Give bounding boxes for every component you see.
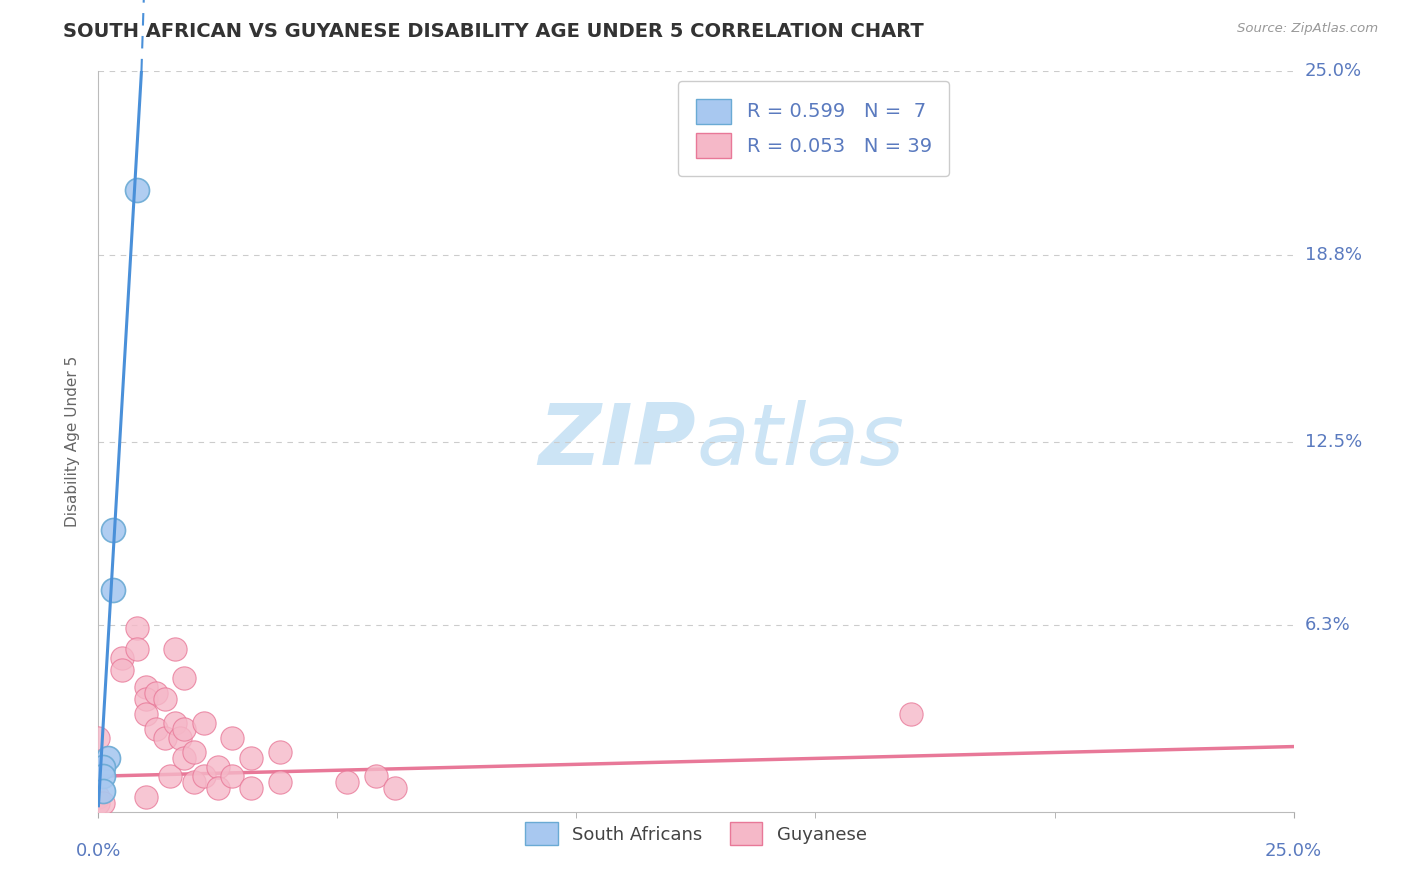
Point (169, 731, 191, 745)
Text: ZIP: ZIP (538, 400, 696, 483)
Point (145, 722, 167, 736)
Text: SOUTH AFRICAN VS GUYANESE DISABILITY AGE UNDER 5 CORRELATION CHART: SOUTH AFRICAN VS GUYANESE DISABILITY AGE… (63, 22, 924, 41)
Point (135, 681, 157, 695)
Point (336, 775, 359, 789)
Point (221, 731, 243, 745)
Text: 6.3%: 6.3% (1305, 616, 1350, 634)
Point (193, 715, 215, 730)
Point (97, 751, 120, 765)
Point (135, 706, 157, 721)
Point (159, 769, 181, 783)
Point (221, 769, 243, 783)
Point (269, 746, 291, 760)
Point (91, 760, 114, 774)
Point (240, 751, 263, 765)
Point (87, 789, 110, 804)
Point (384, 780, 406, 795)
Point (173, 751, 195, 765)
Point (173, 672, 195, 686)
Point (364, 769, 387, 783)
Point (125, 621, 148, 635)
Point (163, 715, 186, 730)
Text: 25.0%: 25.0% (1305, 62, 1362, 80)
Point (101, 524, 124, 538)
Point (145, 686, 167, 700)
Point (900, 706, 922, 721)
Point (87, 731, 110, 745)
Text: 18.8%: 18.8% (1305, 246, 1361, 264)
Point (163, 641, 186, 656)
Text: 0.0%: 0.0% (76, 842, 121, 860)
Point (173, 722, 195, 736)
Text: 25.0%: 25.0% (1265, 842, 1322, 860)
Point (193, 769, 215, 783)
Point (269, 775, 291, 789)
Point (183, 746, 205, 760)
Legend: South Africans, Guyanese: South Africans, Guyanese (516, 814, 876, 855)
Y-axis label: Disability Age Under 5: Disability Age Under 5 (65, 356, 80, 527)
Point (240, 780, 263, 795)
Point (91, 769, 114, 783)
Point (87, 796, 110, 810)
Point (125, 183, 148, 197)
Point (155, 692, 177, 706)
Text: atlas: atlas (696, 400, 904, 483)
Point (135, 789, 157, 804)
Point (91, 784, 114, 798)
Point (125, 641, 148, 656)
Text: Source: ZipAtlas.com: Source: ZipAtlas.com (1237, 22, 1378, 36)
Point (135, 692, 157, 706)
Point (111, 663, 134, 677)
Point (155, 731, 177, 745)
Point (111, 650, 134, 665)
Point (207, 780, 229, 795)
Point (91, 796, 114, 810)
Point (207, 760, 229, 774)
Point (101, 582, 124, 597)
Text: 12.5%: 12.5% (1305, 433, 1362, 450)
Point (183, 775, 205, 789)
